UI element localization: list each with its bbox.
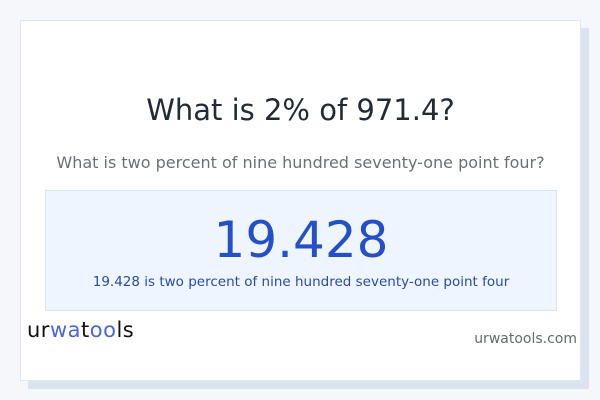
result-card: What is 2% of 971.4? What is two percent…	[20, 20, 581, 381]
site-url: urwatools.com	[474, 331, 577, 347]
result-box: 19.428 19.428 is two percent of nine hun…	[45, 190, 557, 311]
urwatools-logo[interactable]: urwatools	[27, 318, 135, 342]
result-value: 19.428	[213, 211, 389, 269]
page-title: What is 2% of 971.4?	[146, 93, 455, 127]
page-subtitle: What is two percent of nine hundred seve…	[56, 153, 545, 172]
result-description: 19.428 is two percent of nine hundred se…	[92, 274, 510, 290]
